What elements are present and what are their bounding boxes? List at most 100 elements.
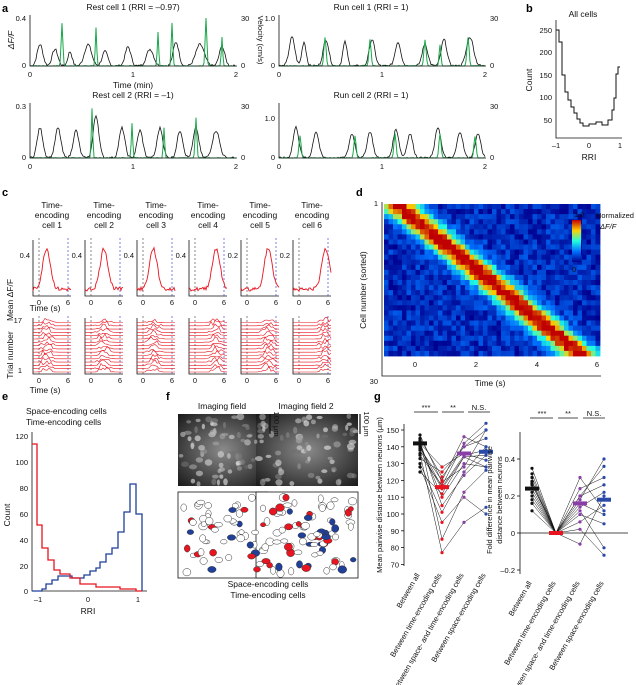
d-heatmap-cell <box>442 274 448 281</box>
d-heatmap-cell <box>595 259 601 266</box>
d-heatmap-cell <box>469 285 475 291</box>
d-heatmap-cell <box>564 295 569 301</box>
d-heatmap-cell <box>501 295 506 301</box>
d-heatmap-cell <box>460 325 466 332</box>
f-soma-blob <box>307 472 315 478</box>
d-heatmap-cell <box>442 305 448 311</box>
f-cell-field2 <box>288 567 295 576</box>
d-heatmap-cell <box>478 204 484 210</box>
d-heatmap-cell <box>550 269 556 276</box>
d-heatmap-cell <box>415 330 421 337</box>
d-heatmap-cell <box>487 340 493 347</box>
e-hist-time <box>32 443 142 592</box>
c-trial-trace-2-6 <box>85 349 123 356</box>
c-xtick0-6: 0 <box>297 298 301 307</box>
d-heatmap-cell <box>460 209 466 215</box>
f-soma-blob <box>217 451 225 458</box>
d-heatmap-cell <box>388 280 394 286</box>
f-title-field1: Imaging field <box>198 401 246 411</box>
d-heatmap-cell <box>528 229 533 235</box>
d-heatmap-cell <box>492 345 497 352</box>
d-heatmap-cell <box>537 330 542 337</box>
d-heatmap-cell <box>474 280 479 286</box>
g-right-point <box>602 509 606 513</box>
d-heatmap-cell <box>424 234 430 240</box>
d-heatmap-cell <box>411 259 416 266</box>
d-heatmap-cell <box>582 269 587 276</box>
d-heatmap-cell <box>537 274 542 281</box>
c-trial-trace-1-5 <box>33 352 71 360</box>
d-heatmap-cell <box>492 264 497 271</box>
d-heatmap-cell <box>393 274 398 281</box>
d-heatmap-cell <box>406 295 412 301</box>
c-trial-trace-4-12 <box>189 332 228 336</box>
f-cell-field1 <box>184 544 191 553</box>
d-heatmap-cell <box>586 315 592 321</box>
d-heatmap-cell <box>469 350 475 357</box>
d-heatmap-cell <box>465 305 470 311</box>
d-heatmap-cell <box>397 310 403 316</box>
d-heatmap-cell <box>429 264 434 271</box>
d-heatmap-cell <box>483 234 488 240</box>
f-soma-blob <box>327 456 333 460</box>
d-heatmap-cell <box>519 320 524 326</box>
c-trial-trace-3-1 <box>137 368 175 373</box>
d-heatmap-cell <box>487 345 493 352</box>
d-heatmap-cell <box>442 335 448 342</box>
d-heatmap-cell <box>577 330 583 337</box>
f-soma-blob <box>221 432 229 437</box>
d-heatmap-cell <box>505 305 511 311</box>
d-heatmap-cell <box>492 285 497 291</box>
d-heatmap-cell <box>487 280 493 286</box>
d-heatmap-cell <box>501 204 506 210</box>
f-soma-blob <box>346 422 352 426</box>
d-heatmap-cell <box>433 229 439 235</box>
d-heatmap-cell <box>465 209 470 215</box>
d-heatmap-cell <box>388 310 394 316</box>
d-heatmap-cell <box>591 320 596 326</box>
d-heatmap-cell <box>469 214 475 220</box>
d-heatmap-cell <box>591 224 596 230</box>
g-left-point <box>462 490 466 494</box>
g-left-tick-label: 150 <box>386 426 399 435</box>
d-heatmap-cell <box>528 290 533 296</box>
d-heatmap-cell <box>465 280 470 286</box>
d-heatmap-cell <box>438 214 443 220</box>
d-heatmap-cell <box>460 274 466 281</box>
d-heatmap-cell <box>424 310 430 316</box>
d-heatmap-cell <box>510 290 515 296</box>
f-soma-blob <box>251 458 255 462</box>
f-soma-blob <box>333 441 341 448</box>
d-heatmap-cell <box>568 249 574 256</box>
d-heatmap-cell <box>388 285 394 291</box>
d-heatmap-cell <box>424 229 430 235</box>
a-title-run1: Run cell 1 (RRI = 1) <box>334 2 409 12</box>
d-heatmap-cell <box>447 264 452 271</box>
d-heatmap-cell <box>402 290 407 296</box>
d-heatmap-cell <box>474 254 479 261</box>
g-left-point <box>484 468 488 472</box>
d-heatmap-cell <box>501 214 506 220</box>
d-heatmap-cell <box>451 330 457 337</box>
d-heatmap-cell <box>550 229 556 235</box>
d-heatmap-cell <box>478 310 484 316</box>
f-scalebar-label-1: 100 μm <box>272 411 281 436</box>
a-ytick-tr-zero: 0 <box>271 61 275 70</box>
d-heatmap-cell <box>582 209 587 215</box>
c-mean-trace-1 <box>32 247 72 292</box>
d-heatmap-cell <box>532 264 538 271</box>
c-axes-mean-5 <box>240 240 279 297</box>
f-cell-field2 <box>282 502 293 508</box>
d-heatmap-cell <box>406 204 412 210</box>
d-heatmap-cell <box>492 239 497 245</box>
d-heatmap-cell <box>514 224 520 230</box>
d-heatmap-cell <box>577 345 583 352</box>
d-heatmap-cell <box>384 325 389 332</box>
g-right-sig-1: *** <box>538 409 547 418</box>
c-cell-title-5-3: cell 5 <box>250 220 270 230</box>
d-heatmap-cell <box>424 219 430 225</box>
d-heatmap-cell <box>415 335 421 342</box>
d-heatmap-cell <box>420 204 425 210</box>
d-heatmap-cell <box>402 249 407 256</box>
